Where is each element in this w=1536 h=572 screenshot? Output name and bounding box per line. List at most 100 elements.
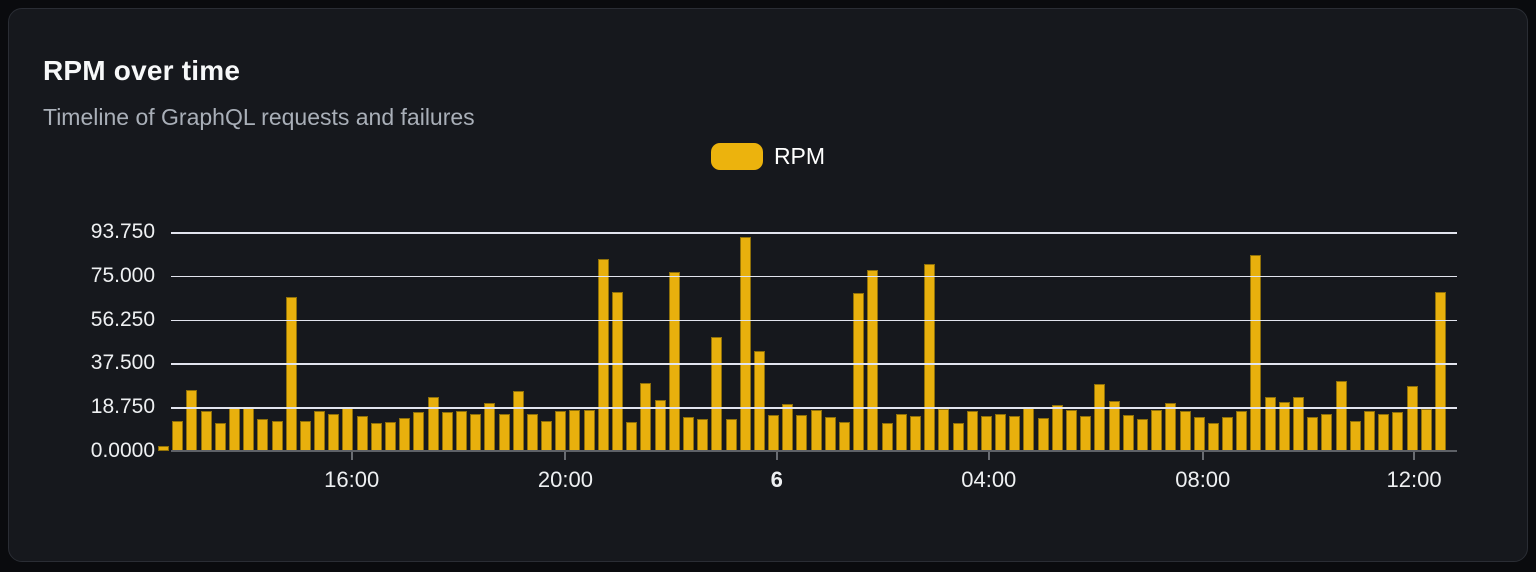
bar[interactable] bbox=[1250, 254, 1262, 451]
bar[interactable] bbox=[569, 410, 581, 451]
bar[interactable] bbox=[1193, 417, 1205, 451]
bar[interactable] bbox=[1307, 417, 1319, 451]
bar[interactable] bbox=[555, 411, 567, 451]
legend-item-rpm[interactable]: RPM bbox=[710, 143, 825, 170]
bar[interactable] bbox=[895, 413, 907, 451]
bar[interactable] bbox=[583, 410, 595, 451]
bar[interactable] bbox=[1207, 422, 1219, 451]
bar[interactable] bbox=[541, 420, 553, 451]
bar[interactable] bbox=[271, 420, 283, 451]
bar[interactable] bbox=[455, 411, 467, 451]
bar[interactable] bbox=[1420, 408, 1432, 451]
bar[interactable] bbox=[1321, 413, 1333, 451]
bar[interactable] bbox=[952, 422, 964, 451]
bar[interactable] bbox=[1406, 385, 1418, 451]
gridline bbox=[171, 319, 1457, 322]
bar[interactable] bbox=[158, 446, 169, 451]
bar[interactable] bbox=[314, 411, 326, 451]
bar[interactable] bbox=[1136, 419, 1148, 451]
bar[interactable] bbox=[1264, 397, 1276, 451]
bar[interactable] bbox=[257, 419, 269, 451]
bar[interactable] bbox=[413, 412, 425, 451]
bar[interactable] bbox=[186, 390, 198, 451]
bar[interactable] bbox=[1122, 414, 1134, 451]
bar[interactable] bbox=[980, 415, 992, 451]
plot-area: 93.750 75.000 56.250 37.500 18.750 0.0000 16:0… bbox=[91, 221, 1457, 492]
bar[interactable] bbox=[1236, 411, 1248, 451]
bar[interactable] bbox=[739, 237, 751, 451]
bar[interactable] bbox=[753, 350, 765, 451]
x-axis-line bbox=[171, 450, 1457, 452]
bar[interactable] bbox=[867, 269, 879, 451]
bar[interactable] bbox=[328, 413, 340, 451]
bar[interactable] bbox=[342, 407, 354, 451]
gridline bbox=[171, 275, 1457, 278]
bar[interactable] bbox=[612, 292, 623, 451]
bar[interactable] bbox=[725, 419, 737, 451]
bar[interactable] bbox=[498, 413, 510, 451]
bar[interactable] bbox=[1179, 411, 1191, 451]
bar[interactable] bbox=[668, 272, 680, 451]
bar[interactable] bbox=[1165, 403, 1177, 451]
bar[interactable] bbox=[484, 403, 496, 451]
bar[interactable] bbox=[796, 414, 808, 451]
bar[interactable] bbox=[1094, 384, 1106, 451]
bar[interactable] bbox=[824, 417, 836, 451]
bar[interactable] bbox=[356, 415, 368, 451]
x-axis-label: 6 bbox=[770, 467, 783, 492]
bar[interactable] bbox=[1293, 397, 1304, 451]
bar[interactable] bbox=[924, 264, 936, 451]
bar[interactable] bbox=[299, 420, 311, 451]
bar[interactable] bbox=[370, 422, 382, 451]
bar[interactable] bbox=[228, 407, 240, 451]
bar[interactable] bbox=[839, 421, 850, 451]
x-axis-label: 04:00 bbox=[961, 467, 1017, 492]
bar[interactable] bbox=[938, 408, 950, 451]
bar[interactable] bbox=[597, 259, 609, 451]
bar[interactable] bbox=[1051, 405, 1063, 451]
bar[interactable] bbox=[385, 421, 396, 451]
bar[interactable] bbox=[697, 419, 709, 451]
bar[interactable] bbox=[640, 383, 652, 451]
x-axis-tick bbox=[564, 452, 567, 460]
bar[interactable] bbox=[1066, 410, 1077, 451]
bar[interactable] bbox=[966, 411, 978, 451]
bar[interactable] bbox=[810, 410, 822, 451]
bar[interactable] bbox=[995, 413, 1007, 451]
bar[interactable] bbox=[1378, 413, 1390, 451]
bar[interactable] bbox=[1037, 418, 1049, 451]
bar[interactable] bbox=[470, 413, 482, 451]
bar[interactable] bbox=[1222, 417, 1234, 451]
bar[interactable] bbox=[1009, 415, 1021, 451]
bar[interactable] bbox=[526, 413, 538, 451]
bar[interactable] bbox=[1080, 415, 1092, 451]
bar[interactable] bbox=[214, 422, 226, 451]
y-axis-label: 75.000 bbox=[90, 263, 155, 287]
bar[interactable] bbox=[243, 407, 255, 451]
bar[interactable] bbox=[399, 418, 411, 451]
bar[interactable] bbox=[853, 293, 865, 451]
bar[interactable] bbox=[1023, 407, 1035, 451]
bar[interactable] bbox=[881, 422, 893, 451]
bar[interactable] bbox=[1363, 411, 1375, 451]
bar[interactable] bbox=[782, 404, 794, 451]
bar[interactable] bbox=[1434, 292, 1446, 451]
bar[interactable] bbox=[427, 397, 439, 451]
bar[interactable] bbox=[1392, 412, 1404, 451]
bar[interactable] bbox=[682, 417, 694, 451]
bar[interactable] bbox=[1335, 380, 1347, 451]
bar[interactable] bbox=[768, 414, 780, 451]
bar[interactable] bbox=[711, 336, 723, 451]
bar[interactable] bbox=[626, 421, 638, 451]
chart-title: RPM over time bbox=[43, 55, 241, 86]
bar[interactable] bbox=[172, 420, 184, 451]
bar[interactable] bbox=[1349, 420, 1361, 451]
bar[interactable] bbox=[441, 412, 453, 451]
bar[interactable] bbox=[1278, 401, 1290, 451]
bar[interactable] bbox=[1151, 410, 1163, 451]
bar[interactable] bbox=[909, 415, 921, 451]
bar[interactable] bbox=[512, 391, 524, 451]
bar[interactable] bbox=[200, 411, 212, 451]
bar-series-rpm bbox=[158, 232, 1447, 451]
x-axis-tick bbox=[1201, 452, 1204, 460]
